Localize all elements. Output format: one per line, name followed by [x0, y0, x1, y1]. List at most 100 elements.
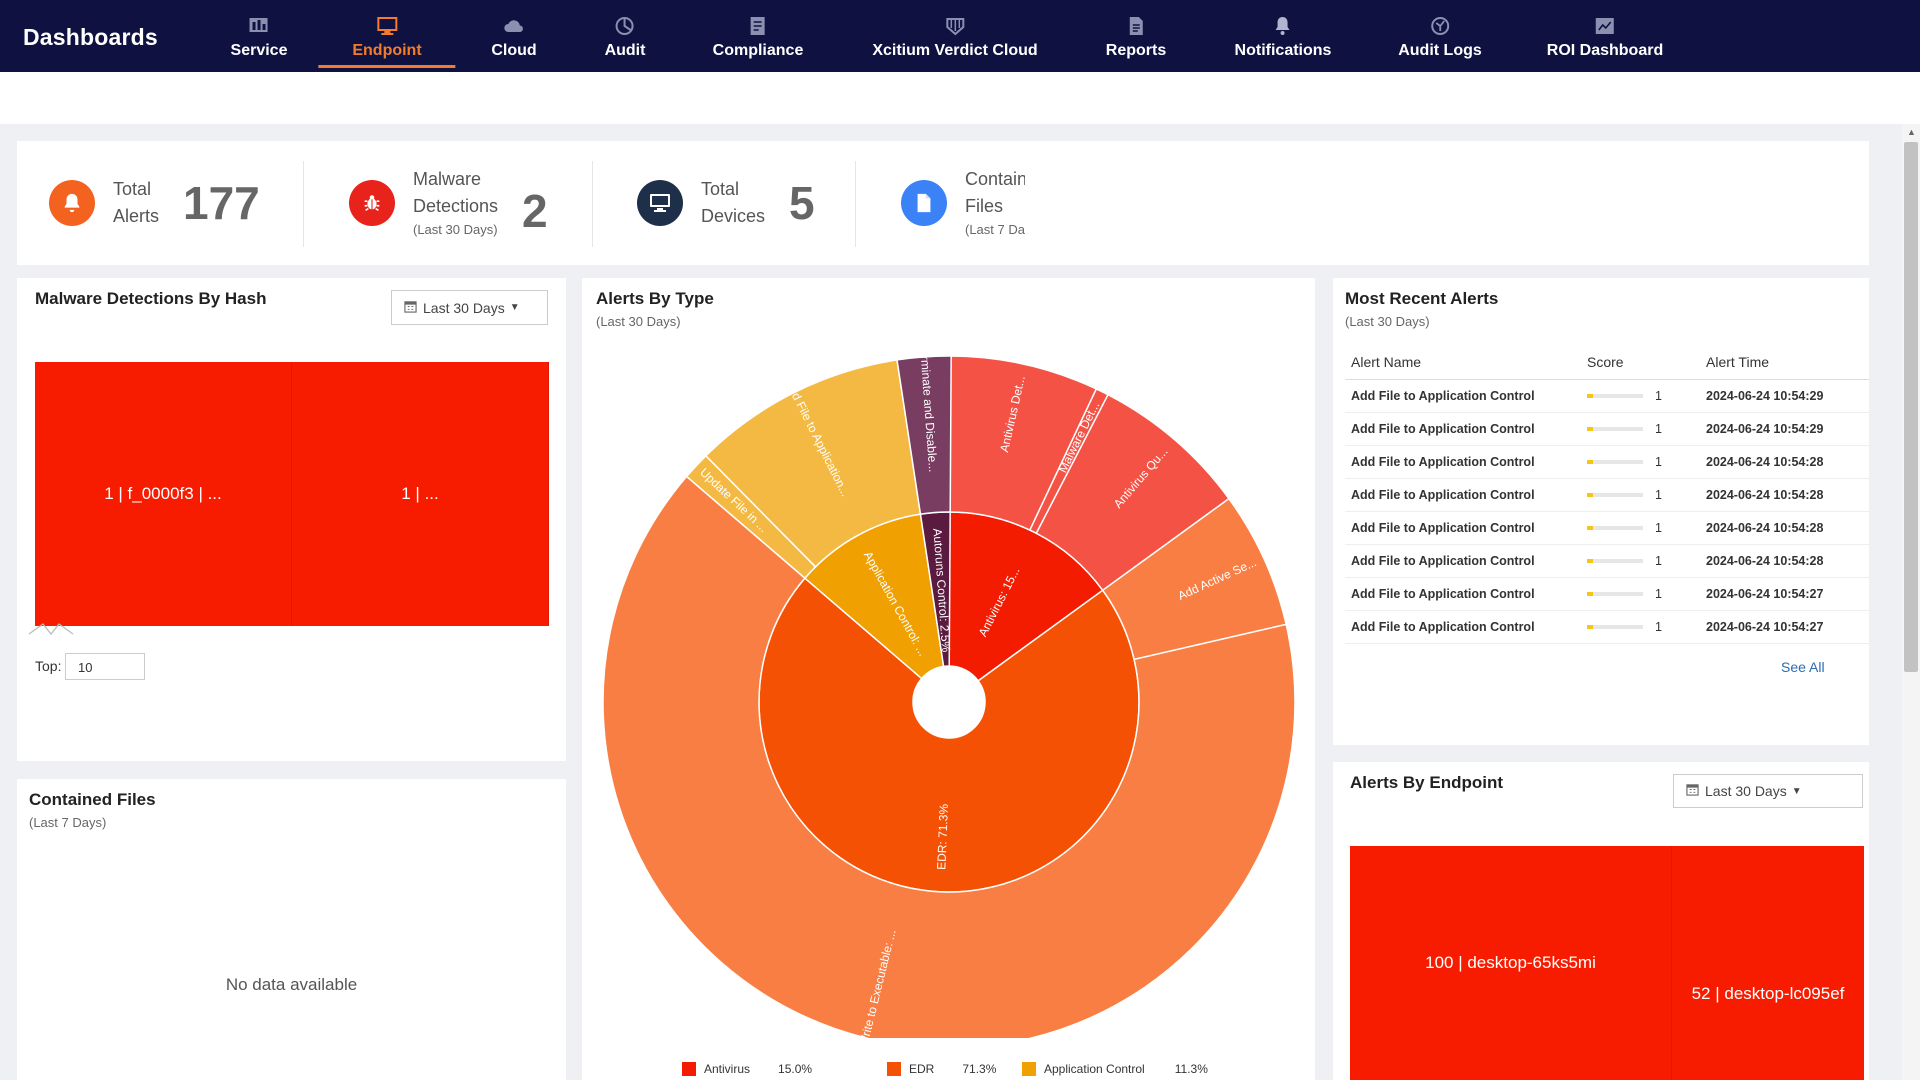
alerts-by-type-panel: Alerts By Type (Last 30 Days) Antivirus:…	[582, 278, 1315, 1080]
table-header-row: Alert Name Score Alert Time	[1345, 346, 1869, 380]
table-row[interactable]: Add File to Application Control 1 2024-06-…	[1345, 412, 1869, 446]
alert-score: 1	[1581, 379, 1700, 413]
endpoint-range-dropdown[interactable]: Last 30 Days ▼	[1673, 774, 1863, 808]
malware-label1: Malware	[413, 169, 482, 189]
score-value: 1	[1655, 586, 1662, 601]
legend-item[interactable]: EDR 71.3%	[887, 1062, 996, 1076]
legend-swatch	[887, 1062, 901, 1076]
nav-tab-xcitium-verdict-cloud[interactable]: Xcitium Verdict Cloud	[838, 0, 1071, 72]
top-input[interactable]: 10	[65, 653, 145, 680]
alert-time: 2024-06-24 10:54:27	[1700, 577, 1869, 611]
page-scrollbar[interactable]: ▲	[1902, 124, 1920, 1080]
devices-value: 5	[789, 177, 815, 229]
nav-tab-label: Notifications	[1234, 42, 1332, 59]
score-value: 1	[1655, 421, 1662, 436]
total-alerts-value: 177	[183, 177, 260, 229]
nav-tab-compliance[interactable]: Compliance	[679, 0, 838, 72]
score-value: 1	[1655, 388, 1662, 403]
alert-score: 1	[1581, 445, 1700, 479]
nav-tab-cloud[interactable]: Cloud	[457, 0, 570, 72]
treemap-cell[interactable]: 1 | f_0000f3 | ...	[35, 362, 292, 626]
table-row[interactable]: Add File to Application Control 1 2024-06-…	[1345, 445, 1869, 479]
nav-tab-roi-dashboard[interactable]: ROI Dashboard	[1513, 0, 1697, 72]
see-all-link[interactable]: See All	[1781, 659, 1825, 675]
score-bar	[1587, 591, 1643, 596]
score-value: 1	[1655, 619, 1662, 634]
top-label: Top:	[35, 658, 62, 674]
malware-hash-range-dropdown[interactable]: Last 30 Days ▼	[391, 290, 548, 325]
legend-item[interactable]: Antivirus 15.0%	[682, 1062, 812, 1076]
table-row[interactable]: Add File to Application Control 1 2024-06-…	[1345, 544, 1869, 578]
treemap-breadcrumb-icon	[28, 623, 74, 636]
alert-time: 2024-06-24 10:54:28	[1700, 511, 1869, 545]
alert-name[interactable]: Add File to Application Control	[1345, 577, 1581, 611]
audit-logs-icon	[1428, 14, 1452, 38]
audit-icon	[613, 14, 637, 38]
divider	[592, 161, 593, 247]
bell-icon	[49, 180, 95, 226]
malware-hash-panel: Malware Detections By Hash Last 30 Days …	[17, 278, 566, 761]
recent-alerts-title: Most Recent Alerts	[1345, 289, 1499, 308]
alert-name[interactable]: Add File to Application Control	[1345, 412, 1581, 446]
column-header[interactable]: Alert Name	[1345, 346, 1581, 380]
table-row[interactable]: Add File to Application Control 1 2024-06-…	[1345, 379, 1869, 413]
alerts-by-endpoint-panel: Alerts By Endpoint Last 30 Days ▼ 100 | …	[1333, 762, 1869, 1080]
scrollbar-thumb[interactable]	[1904, 142, 1918, 672]
table-row[interactable]: Add File to Application Control 1 2024-06-…	[1345, 610, 1869, 644]
nav-tab-service[interactable]: Service	[197, 0, 322, 72]
alert-name[interactable]: Add File to Application Control	[1345, 478, 1581, 512]
score-bar	[1587, 525, 1643, 530]
legend-swatch	[1022, 1062, 1036, 1076]
column-header[interactable]: Score	[1581, 346, 1700, 380]
nav-tab-audit[interactable]: Audit	[571, 0, 680, 72]
nav-tab-label: Endpoint	[352, 42, 422, 59]
treemap-cell[interactable]: 52 | desktop-lc095ef	[1672, 846, 1864, 1080]
score-bar	[1587, 459, 1643, 464]
scroll-up-arrow[interactable]: ▲	[1907, 127, 1916, 137]
compliance-icon	[746, 14, 770, 38]
nav-tab-reports[interactable]: Reports	[1072, 0, 1200, 72]
alert-name[interactable]: Add File to Application Control	[1345, 445, 1581, 479]
treemap-cell[interactable]: 100 | desktop-65ks5mi	[1350, 846, 1672, 1080]
table-row[interactable]: Add File to Application Control 1 2024-06-…	[1345, 577, 1869, 611]
sunburst-chart: Antivirus: 15...EDR: 71.3%Application Co…	[602, 343, 1296, 1038]
sunburst-inner-label: EDR: 71.3%	[934, 803, 951, 870]
legend-value: 11.3%	[1174, 1062, 1208, 1076]
alert-score: 1	[1581, 412, 1700, 446]
calendar-icon	[1686, 783, 1699, 799]
score-bar	[1587, 492, 1643, 497]
alert-score: 1	[1581, 610, 1700, 644]
malware-label2: Detections	[413, 196, 499, 216]
alert-name[interactable]: Add File to Application Control	[1345, 379, 1581, 413]
sunburst-outer-slice[interactable]	[896, 355, 952, 516]
alert-name[interactable]: Add File to Application Control	[1345, 544, 1581, 578]
treemap-cell[interactable]: 1 | ...	[292, 362, 549, 626]
toolbar-area	[0, 72, 1920, 124]
sunburst-outer-slice[interactable]	[602, 475, 1296, 1038]
total-alerts-label2: Alerts	[113, 206, 160, 226]
table-row[interactable]: Add File to Application Control 1 2024-06-…	[1345, 478, 1869, 512]
nav-tab-notifications[interactable]: Notifications	[1201, 0, 1366, 72]
alert-name[interactable]: Add File to Application Control	[1345, 610, 1581, 644]
contained-files-panel: Contained Files (Last 7 Days) No data av…	[17, 779, 566, 1080]
nav-tab-audit-logs[interactable]: Audit Logs	[1364, 0, 1516, 72]
service-icon	[247, 14, 271, 38]
summary-card: Total Alerts 177 Malware Detections (Las…	[17, 141, 1139, 265]
legend-name: EDR	[909, 1062, 935, 1076]
alerts-by-type-title: Alerts By Type	[596, 289, 714, 308]
alert-score: 1	[1581, 511, 1700, 545]
legend-item[interactable]: Application Control 11.3%	[1022, 1062, 1208, 1076]
score-value: 1	[1655, 454, 1662, 469]
nav-tab-endpoint[interactable]: Endpoint	[318, 0, 456, 72]
legend-value: 71.3%	[962, 1062, 997, 1076]
nav-tab-label: Reports	[1105, 42, 1167, 59]
nav-tab-label: Xcitium Verdict Cloud	[872, 42, 1038, 59]
contained-label2: Files	[965, 196, 1004, 216]
alert-time: 2024-06-24 10:54:28	[1700, 445, 1869, 479]
roi-dashboard-icon	[1593, 14, 1617, 38]
table-row[interactable]: Add File to Application Control 1 2024-06-…	[1345, 511, 1869, 545]
total-devices-stat: Total Devices 5	[637, 141, 815, 265]
dashboards-title: Dashboards	[23, 24, 158, 50]
column-header[interactable]: Alert Time	[1700, 346, 1869, 380]
alert-name[interactable]: Add File to Application Control	[1345, 511, 1581, 545]
